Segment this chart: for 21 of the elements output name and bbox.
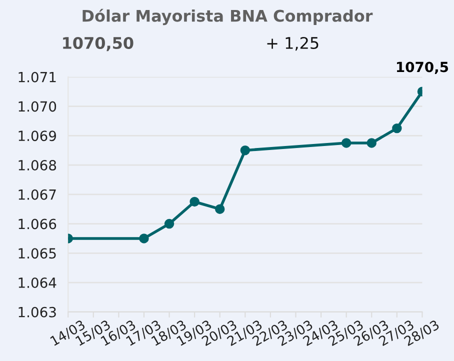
point xyxy=(139,234,149,244)
point xyxy=(164,218,174,229)
point xyxy=(190,196,200,207)
point xyxy=(341,138,352,148)
y-tick-label: 1.069 xyxy=(18,130,56,142)
point xyxy=(366,138,376,148)
y-tick-label: 1.063 xyxy=(18,306,56,318)
text: 1070,50 xyxy=(63,36,134,52)
y-tick-label: 1.065 xyxy=(18,248,56,259)
y-tick-label: 1.067 xyxy=(18,189,56,200)
y-tick-label: 1.064 xyxy=(18,277,56,288)
y-tick-label: 1.070 xyxy=(18,101,56,112)
y-tick-label: 1.071 xyxy=(18,72,56,82)
point xyxy=(392,123,402,134)
point xyxy=(240,145,250,156)
text: + 1,25 xyxy=(267,36,318,51)
y-tick-label: 1.066 xyxy=(18,218,56,230)
annotation: 1070,5 xyxy=(396,62,448,74)
point xyxy=(215,204,225,214)
chart-title: Dólar Mayorista BNA Comprador xyxy=(82,8,373,26)
y-tick-label: 1.068 xyxy=(18,160,56,170)
